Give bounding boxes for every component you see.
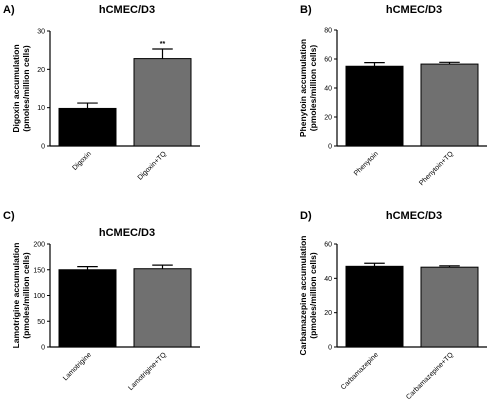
y-axis-label: (pmoles/million cells) <box>308 45 318 132</box>
x-category-label: Digoxin <box>71 150 93 172</box>
x-category-label: Lamotrigine+TQ <box>127 351 168 392</box>
y-tick-label: 50 <box>37 319 45 326</box>
x-category-label: Carbamazepine <box>340 351 380 391</box>
chart-panel-2: B) hCMEC/D3 Phenytoin accumulation (pmoles/… <box>298 4 487 187</box>
y-tick-label: 20 <box>324 115 332 122</box>
chart-title: hCMEC/D3 <box>386 210 442 222</box>
y-axis-label: (pmoles/million cells) <box>308 252 318 339</box>
chart-panel-1: A) hCMEC/D3 Digoxin accumulation (pmoles/mi… <box>3 4 200 182</box>
chart-title: hCMEC/D3 <box>99 4 155 16</box>
y-axis-label: Carbamazepine accumulation <box>298 236 308 356</box>
y-axis-label: Lamotrigine accumulation <box>11 243 21 349</box>
y-tick-label: 20 <box>37 67 45 74</box>
panel-letter: D) <box>300 210 312 222</box>
x-category-label: Phenytoin+TQ <box>418 150 455 187</box>
y-tick-label: 80 <box>324 28 332 35</box>
bar-2 <box>420 63 479 147</box>
y-tick-label: 60 <box>324 242 332 249</box>
y-tick-label: 0 <box>328 345 332 352</box>
bar-2 <box>133 268 192 348</box>
chart-title: hCMEC/D3 <box>99 227 155 239</box>
panel-letter: A) <box>3 4 15 16</box>
bar-1 <box>58 107 117 147</box>
bar-2 <box>133 58 192 147</box>
x-category-label: Digoxin+TQ <box>137 150 169 182</box>
bar-1 <box>345 265 404 348</box>
x-category-label: Lamotrigine <box>62 351 93 382</box>
y-tick-label: 40 <box>324 276 332 283</box>
bar-2 <box>420 266 479 348</box>
chart-title: hCMEC/D3 <box>386 4 442 16</box>
y-tick-label: 30 <box>37 29 45 36</box>
y-tick-label: 0 <box>328 144 332 151</box>
y-tick-label: 40 <box>324 86 332 93</box>
y-tick-label: 0 <box>41 345 45 352</box>
y-axis-label: (pmoles/million cells) <box>21 45 31 132</box>
x-category-label: Carbamazepine+TQ <box>405 351 455 401</box>
chart-panel-4: D) hCMEC/D3 Carbamazepine accumulation (pmo… <box>298 210 487 401</box>
chart-panel-3: C) hCMEC/D3 Lamotrigine accumulation (pmole… <box>3 210 200 392</box>
bar-1 <box>345 65 404 147</box>
y-tick-label: 0 <box>41 144 45 151</box>
y-tick-label: 20 <box>324 310 332 317</box>
panel-letter: B) <box>300 4 312 16</box>
bar-1 <box>58 269 117 348</box>
x-category-label: Phenytoin <box>353 150 380 177</box>
y-tick-label: 100 <box>33 293 45 300</box>
y-axis-label: Digoxin accumulation <box>11 44 21 132</box>
y-tick-label: 10 <box>37 105 45 112</box>
y-tick-label: 60 <box>324 57 332 64</box>
y-tick-label: 200 <box>33 242 45 249</box>
y-axis-label: (pmoles/million cells) <box>21 252 31 339</box>
y-tick-label: 150 <box>33 267 45 274</box>
y-axis-label: Phenytoin accumulation <box>298 39 308 137</box>
significance-marker: ** <box>160 41 166 48</box>
panel-letter: C) <box>3 210 15 222</box>
